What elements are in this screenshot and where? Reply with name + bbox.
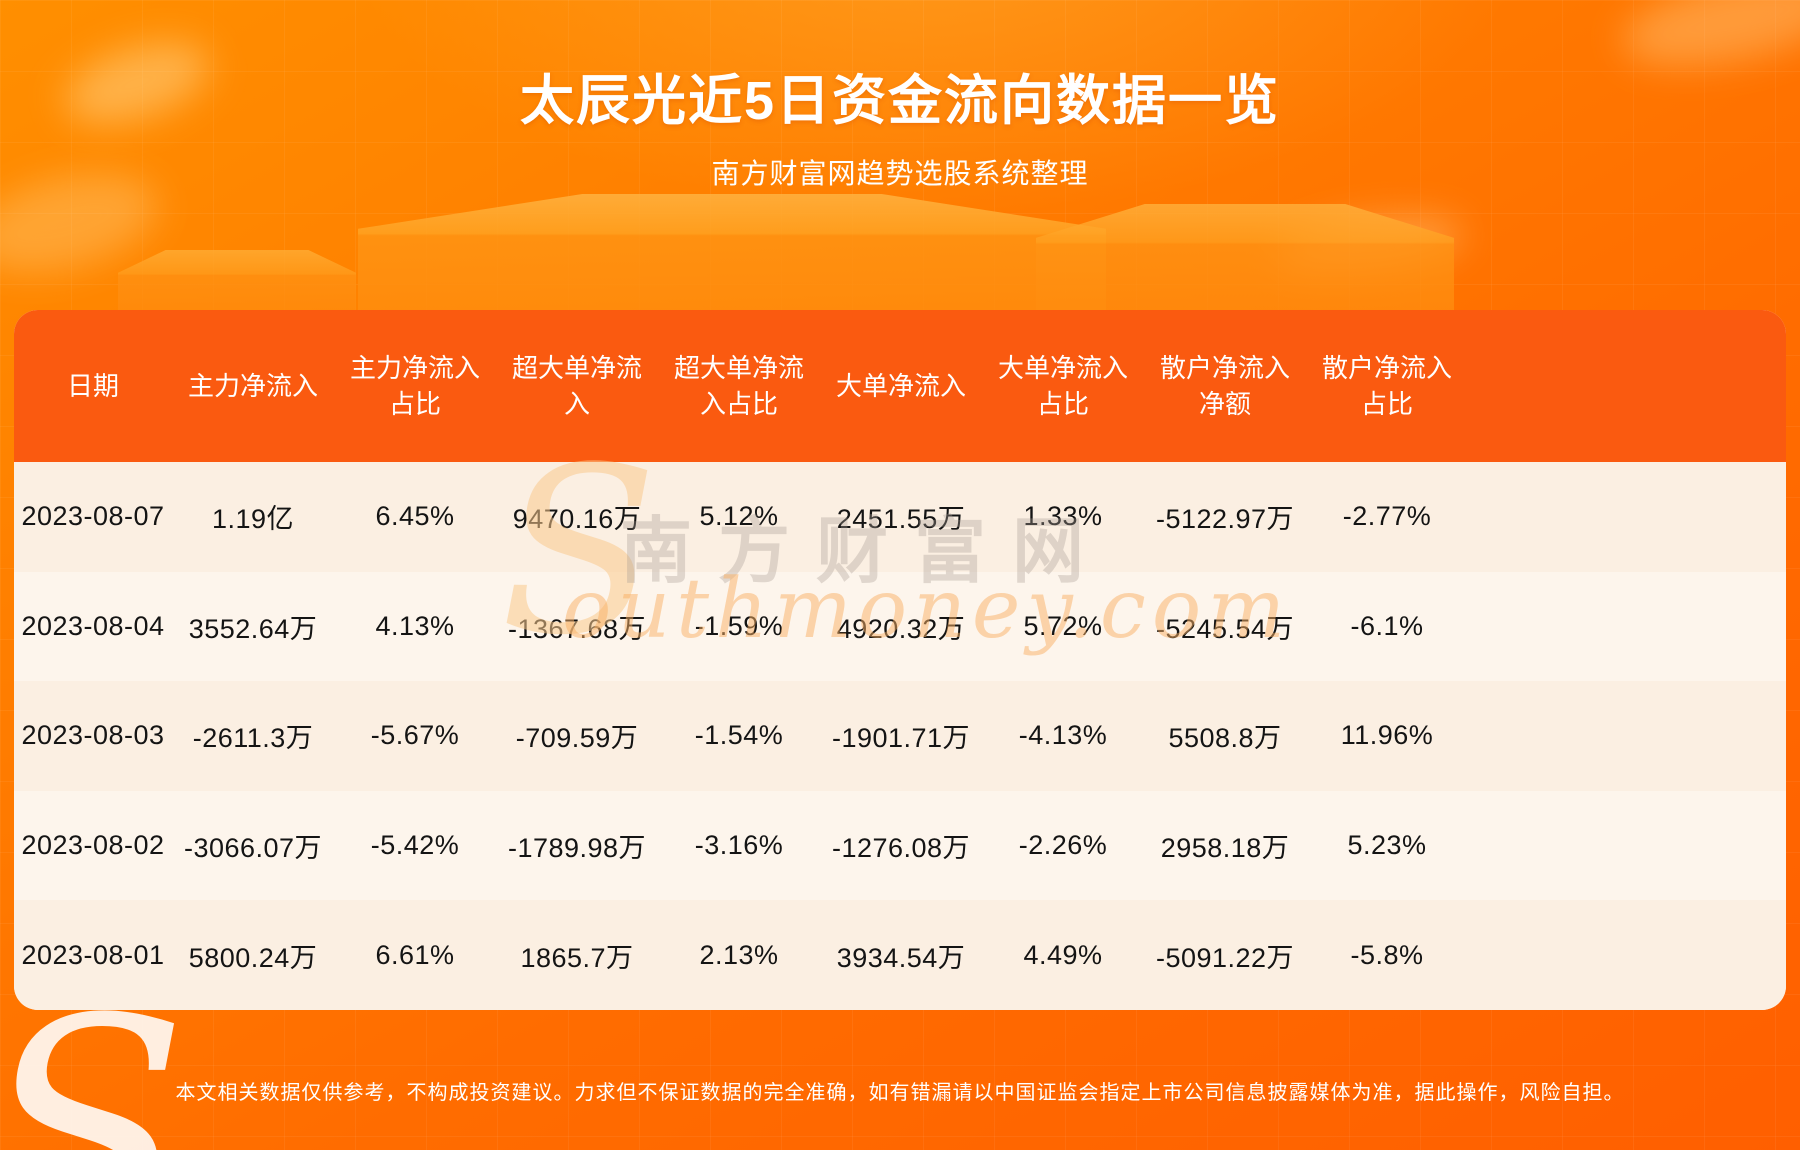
header-cell-main-inflow-ratio: 主力净流入 占比 [349,353,480,419]
table-cell: 5800.24万 [188,942,318,973]
table-cell: 4920.32万 [836,613,966,644]
table-cell: -5122.97万 [1155,504,1295,535]
table-row: 2023-08-02 -3066.07万 -5.42% -1789.98万 -3… [14,790,1786,901]
table-cell: 5508.8万 [1168,723,1282,754]
table-cell: 4.13% [375,610,455,641]
table-cell: -5.8% [1350,939,1424,970]
table-cell-filler [1468,791,1786,901]
table-cell: -1.59% [694,610,784,641]
header-cell-filler [1468,310,1786,462]
table-cell: -5245.54万 [1155,613,1295,644]
header-cell-retail-net-inflow: 散户净流入 净额 [1159,353,1290,419]
table-cell: 5.23% [1347,830,1427,861]
header-cell-xl-order-inflow-ratio: 超大单净流 入占比 [673,353,804,419]
table-cell: -3066.07万 [183,833,323,864]
table-cell: 2023-08-04 [21,610,165,641]
podium-decoration-right [1036,204,1454,310]
table-cell: 2023-08-02 [21,830,165,861]
table-cell: 1865.7万 [520,942,634,973]
table-cell: -1276.08万 [831,833,971,864]
header-cell-large-order-inflow: 大单净流入 [835,371,966,401]
page-subtitle: 南方财富网趋势选股系统整理 [711,158,1089,189]
table-cell: -5091.22万 [1155,942,1295,973]
table-cell: 11.96% [1340,720,1434,751]
podium-decoration-center [358,194,1106,310]
table-cell: 6.45% [375,501,455,532]
header-cell-retail-inflow-ratio: 散户净流入 占比 [1321,353,1452,419]
table-cell: 2023-08-01 [21,939,165,970]
table-cell: 1.33% [1023,501,1103,532]
disclaimer-text: 本文相关数据仅供参考，不构成投资建议。力求但不保证数据的完全准确，如有错漏请以中… [175,1082,1625,1104]
page-title: 太辰光近5日资金流向数据一览 [519,71,1281,131]
table-cell-filler [1468,462,1786,572]
fund-flow-table: 日期 主力净流入 主力净流入 占比 超大单净流 入 超大单净流 入占比 大单净流… [14,310,1786,1010]
table-cell: 3552.64万 [188,613,318,644]
table-cell: 4.49% [1023,939,1103,970]
table-row: 2023-08-01 5800.24万 6.61% 1865.7万 2.13% … [14,900,1786,1010]
header-cell-xl-order-inflow: 超大单净流 入 [511,353,642,419]
table-row: 2023-08-03 -2611.3万 -5.67% -709.59万 -1.5… [14,681,1786,791]
header-cell-date: 日期 [66,371,119,401]
table-cell: 1.19亿 [211,504,295,535]
table-cell: 5.72% [1023,610,1103,641]
table-cell: -1.54% [694,720,784,751]
table-cell: 5.12% [699,501,779,532]
table-cell: -5.42% [370,830,460,861]
table-cell: -2611.3万 [192,723,314,754]
table-cell: -2.77% [1342,501,1432,532]
header-cell-main-inflow: 主力净流入 [187,371,318,401]
table-cell-filler [1468,681,1786,791]
table-cell: -4.13% [1018,720,1108,751]
table-header-row: 日期 主力净流入 主力净流入 占比 超大单净流 入 超大单净流 入占比 大单净流… [14,310,1786,462]
table-cell: 2023-08-03 [21,720,165,751]
table-cell: -5.67% [370,720,460,751]
table-cell: 2451.55万 [836,504,966,535]
header-cell-large-order-inflow-ratio: 大单净流入 占比 [997,353,1128,419]
podium-decoration-left [118,250,356,310]
table-cell: -1367.68万 [507,613,647,644]
table-cell: 2958.18万 [1160,833,1290,864]
table-row: 2023-08-07 1.19亿 6.45% 9470.16万 5.12% 24… [14,462,1786,572]
table-cell-filler [1468,572,1786,682]
table-cell: -1901.71万 [831,723,971,754]
table-cell: 9470.16万 [512,504,642,535]
table-cell: 2.13% [699,939,779,970]
table-row: 2023-08-04 3552.64万 4.13% -1367.68万 -1.5… [14,571,1786,682]
table-cell: -3.16% [694,830,784,861]
table-cell-filler [1468,900,1786,1010]
table-cell: 6.61% [375,939,455,970]
table-cell: -1789.98万 [507,833,647,864]
table-cell: 3934.54万 [836,942,966,973]
fund-flow-table-card: 日期 主力净流入 主力净流入 占比 超大单净流 入 超大单净流 入占比 大单净流… [14,310,1786,1010]
table-cell: 2023-08-07 [21,501,165,532]
table-cell: -2.26% [1018,830,1108,861]
table-cell: -709.59万 [515,723,639,754]
table-cell: -6.1% [1350,610,1424,641]
